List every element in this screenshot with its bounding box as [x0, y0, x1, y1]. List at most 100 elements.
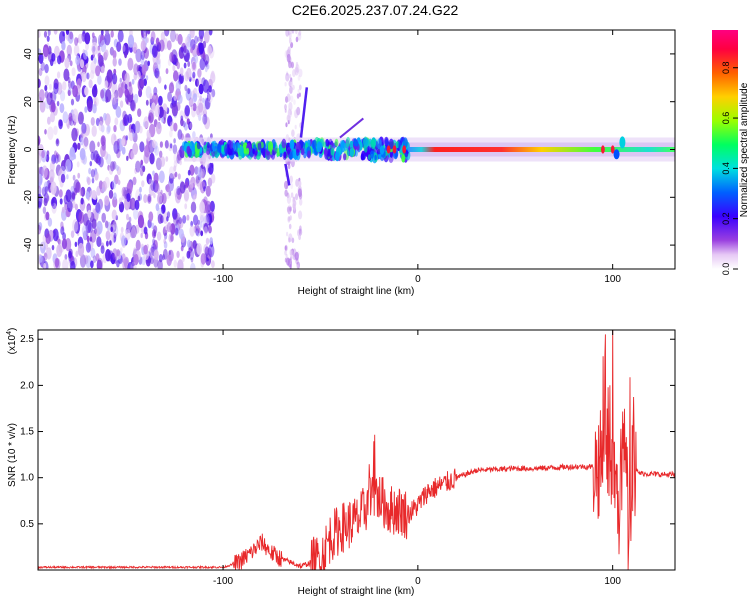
noise-speck — [143, 226, 148, 235]
noise-speck — [294, 109, 299, 119]
noise-speck — [199, 57, 206, 71]
noise-speck — [288, 233, 293, 243]
noise-speck — [199, 35, 203, 43]
carrier-speck — [221, 145, 225, 153]
snr-ylabel: SNR (10 * v/v) — [7, 423, 18, 487]
noise-speck — [146, 132, 151, 142]
noise-speck — [149, 93, 153, 100]
noise-speck — [165, 156, 169, 162]
noise-speck — [130, 198, 136, 209]
noise-speck — [133, 208, 139, 220]
noise-speck — [175, 227, 179, 236]
noise-speck — [198, 30, 205, 40]
noise-speck — [169, 225, 172, 231]
noise-speck — [126, 82, 133, 96]
noise-speck — [197, 92, 200, 98]
noise-speck — [298, 84, 302, 91]
noise-speck — [286, 195, 291, 204]
noise-speck — [115, 106, 122, 118]
noise-speck — [65, 159, 72, 172]
noise-speck — [202, 113, 208, 125]
noise-speck — [168, 173, 174, 184]
colorbar-gradient — [712, 30, 738, 269]
noise-speck — [69, 31, 74, 40]
noise-speck — [148, 112, 154, 124]
noise-speck — [142, 121, 146, 127]
noise-speck — [51, 154, 56, 165]
noise-speck — [104, 176, 110, 189]
carrier-speck — [281, 138, 287, 149]
carrier-speck — [316, 141, 322, 153]
noise-speck — [159, 141, 163, 148]
noise-speck — [199, 221, 203, 228]
noise-speck — [284, 189, 288, 197]
snr-series — [38, 330, 675, 570]
noise-speck — [164, 84, 167, 90]
noise-speck — [287, 216, 291, 222]
noise-speck — [68, 112, 73, 122]
noise-speck — [101, 180, 107, 192]
noise-speck — [80, 122, 87, 136]
carrier-speck — [330, 147, 335, 156]
noise-speck — [157, 75, 162, 84]
noise-speck — [285, 96, 289, 103]
noise-speck — [155, 180, 159, 187]
noise-speck — [80, 197, 84, 205]
noise-speck — [92, 208, 95, 214]
noise-speck — [160, 189, 163, 195]
carrier-speck — [307, 150, 311, 159]
noise-speck — [60, 173, 66, 183]
carrier-speck — [292, 151, 296, 159]
noise-speck — [140, 159, 144, 166]
snr-xtick-label: -100 — [213, 576, 233, 587]
noise-speck — [54, 150, 57, 157]
carrier-speck — [335, 151, 340, 162]
noise-speck — [178, 73, 184, 84]
noise-speck — [178, 94, 183, 104]
carrier-speck — [325, 138, 330, 148]
noise-speck — [128, 152, 132, 159]
noise-speck — [195, 78, 199, 87]
noise-speck — [84, 106, 88, 113]
noise-speck — [178, 217, 182, 224]
noise-speck — [91, 85, 98, 98]
noise-speck — [161, 116, 165, 123]
noise-speck — [177, 74, 183, 85]
carrier-speck — [239, 145, 244, 156]
noise-speck — [157, 213, 163, 224]
noise-speck — [77, 172, 81, 179]
noise-speck — [100, 242, 105, 250]
noise-speck — [155, 203, 160, 212]
colorbar-label: Normalized spectral amplitude — [739, 82, 750, 217]
noise-speck — [60, 90, 66, 102]
noise-speck — [97, 45, 101, 51]
spectrogram-ticks: -100 0 100 -40 -20 0 20 40 — [23, 30, 675, 285]
noise-speck — [116, 138, 120, 146]
carrier-speck — [388, 138, 394, 150]
noise-speck — [102, 187, 105, 193]
carrier-speck — [295, 148, 300, 157]
carrier-speck — [401, 154, 406, 163]
noise-speck — [153, 86, 158, 96]
noise-speck — [97, 75, 102, 85]
noise-speck — [96, 155, 102, 166]
noise-speck — [95, 65, 101, 77]
noise-speck — [53, 30, 58, 35]
noise-speck — [183, 184, 186, 191]
noise-speck — [60, 221, 64, 229]
noise-speck — [71, 67, 76, 77]
noise-speck — [290, 77, 293, 82]
noise-speck — [72, 219, 79, 233]
carrier-feature — [619, 136, 626, 149]
noise-speck — [176, 61, 180, 70]
noise-speck — [288, 223, 292, 230]
noise-speck — [124, 83, 128, 90]
snr-panel: -100 0 100 0.5 1.0 1.5 2.0 2.5 Height of straig… — [6, 328, 676, 597]
noise-speck — [153, 257, 159, 268]
noise-speck — [95, 202, 101, 214]
noise-speck — [155, 183, 161, 194]
noise-speck — [207, 177, 213, 187]
noise-speck — [187, 88, 191, 95]
noise-speck — [298, 92, 301, 98]
noise-speck — [127, 34, 135, 48]
